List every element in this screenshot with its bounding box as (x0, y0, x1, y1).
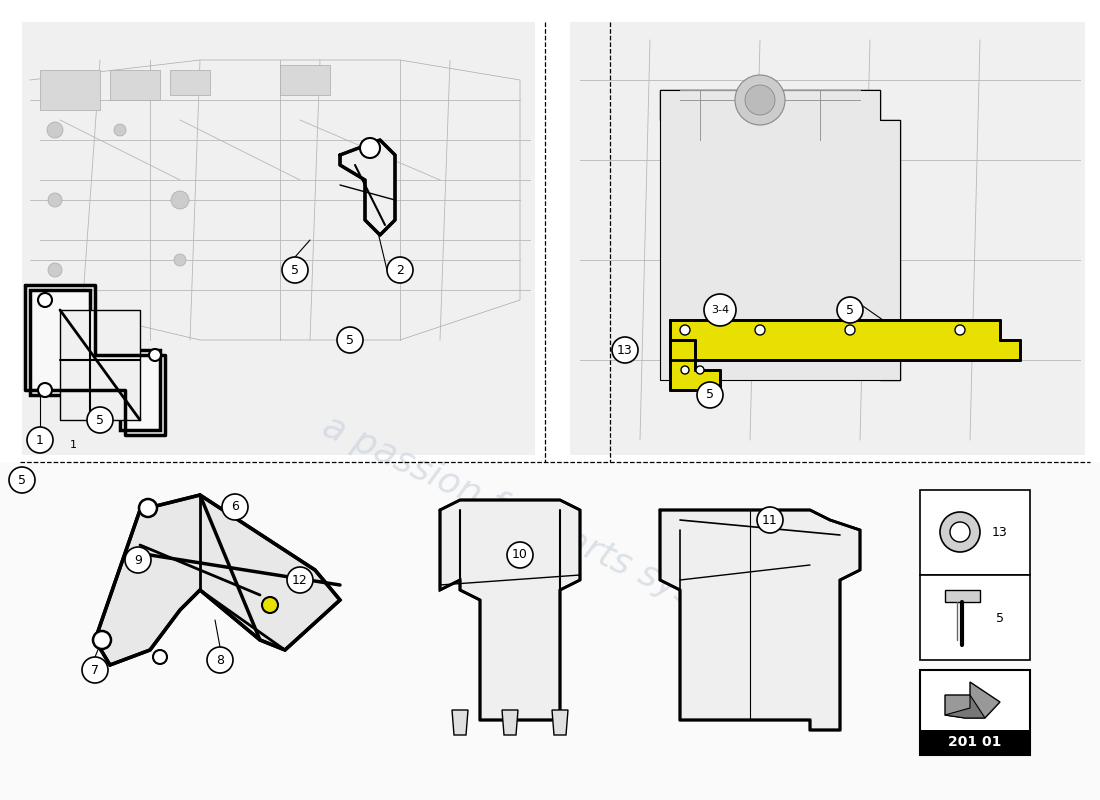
Circle shape (837, 297, 864, 323)
Bar (280, 65, 330, 95)
Circle shape (9, 467, 35, 493)
Circle shape (148, 349, 161, 361)
Text: 13: 13 (992, 526, 1008, 539)
Polygon shape (670, 320, 1020, 360)
Circle shape (114, 124, 126, 136)
Bar (110, 70, 160, 100)
Circle shape (125, 547, 151, 573)
Circle shape (757, 507, 783, 533)
Circle shape (48, 263, 62, 277)
Text: 7: 7 (91, 663, 99, 677)
Text: 5: 5 (996, 611, 1004, 625)
Circle shape (262, 597, 278, 613)
Polygon shape (552, 710, 568, 735)
Circle shape (755, 325, 764, 335)
Circle shape (681, 366, 689, 374)
Circle shape (222, 494, 248, 520)
Text: 5: 5 (96, 414, 104, 426)
Text: 6: 6 (231, 501, 239, 514)
Circle shape (170, 191, 189, 209)
Polygon shape (95, 495, 340, 665)
Circle shape (680, 325, 690, 335)
Circle shape (39, 383, 52, 397)
Circle shape (360, 138, 379, 158)
Text: 1: 1 (36, 434, 44, 446)
Circle shape (507, 542, 534, 568)
Bar (920, 575, 1030, 660)
Circle shape (207, 647, 233, 673)
Circle shape (139, 499, 157, 517)
Text: 5: 5 (706, 389, 714, 402)
Bar (920, 490, 1030, 575)
Circle shape (153, 650, 167, 664)
Text: 10: 10 (513, 549, 528, 562)
Polygon shape (440, 500, 580, 720)
Text: 3-4: 3-4 (711, 305, 729, 315)
Circle shape (282, 257, 308, 283)
Polygon shape (660, 90, 900, 380)
Circle shape (845, 325, 855, 335)
Circle shape (697, 382, 723, 408)
Polygon shape (60, 310, 140, 420)
Polygon shape (660, 510, 860, 730)
Text: 5: 5 (18, 474, 26, 486)
Circle shape (940, 512, 980, 552)
Circle shape (28, 427, 53, 453)
Circle shape (950, 522, 970, 542)
Circle shape (745, 85, 776, 115)
Bar (920, 730, 1030, 755)
Text: 1: 1 (70, 440, 77, 450)
Polygon shape (570, 22, 1085, 455)
Polygon shape (945, 695, 984, 718)
Bar (920, 670, 1030, 755)
Circle shape (94, 631, 111, 649)
Text: 5: 5 (846, 303, 854, 317)
Circle shape (735, 75, 785, 125)
Circle shape (612, 337, 638, 363)
Circle shape (955, 325, 965, 335)
Circle shape (39, 293, 52, 307)
Bar (40, 70, 100, 110)
Polygon shape (660, 90, 900, 380)
Polygon shape (945, 590, 980, 602)
Bar (0, 462, 1100, 800)
Text: 2: 2 (396, 263, 404, 277)
Bar (170, 70, 210, 95)
Text: 11: 11 (762, 514, 778, 526)
Text: 5: 5 (346, 334, 354, 346)
Text: 13: 13 (617, 343, 632, 357)
Circle shape (387, 257, 412, 283)
Text: 12: 12 (293, 574, 308, 586)
Circle shape (287, 567, 314, 593)
Text: 201 01: 201 01 (948, 735, 1002, 749)
Circle shape (704, 294, 736, 326)
Polygon shape (502, 710, 518, 735)
Polygon shape (945, 682, 1000, 718)
Text: a passion for parts systems: a passion for parts systems (317, 410, 783, 650)
Text: 9: 9 (134, 554, 142, 566)
Circle shape (48, 193, 62, 207)
Circle shape (337, 327, 363, 353)
Polygon shape (340, 140, 395, 235)
Polygon shape (452, 710, 468, 735)
Circle shape (174, 254, 186, 266)
Circle shape (82, 657, 108, 683)
Circle shape (47, 122, 63, 138)
Polygon shape (30, 290, 159, 430)
Text: 5: 5 (292, 263, 299, 277)
Circle shape (87, 407, 113, 433)
Polygon shape (670, 340, 720, 390)
Polygon shape (22, 22, 535, 455)
Text: 8: 8 (216, 654, 224, 666)
Circle shape (696, 366, 704, 374)
